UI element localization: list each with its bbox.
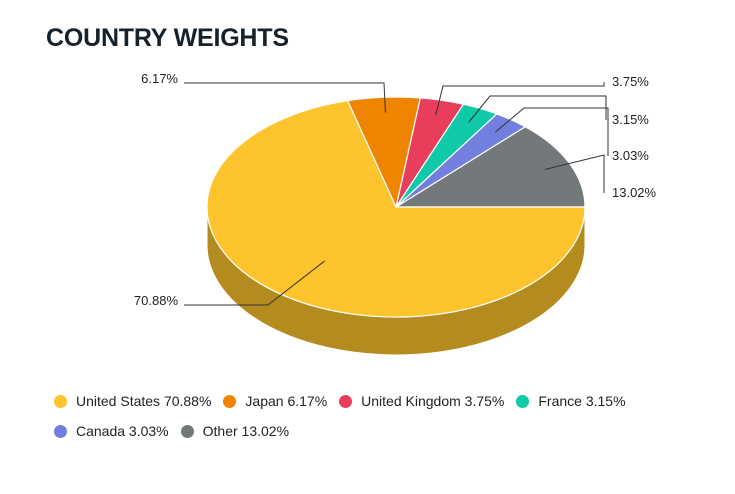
data-label-japan: 6.17%: [141, 71, 178, 86]
legend-label: United Kingdom 3.75%: [361, 393, 505, 409]
legend-item-canada[interactable]: Canada 3.03%: [54, 423, 169, 439]
leader-line-united-states: [184, 260, 325, 306]
chart-title: COUNTRY WEIGHTS: [46, 24, 289, 52]
leader-line-france: [468, 95, 607, 123]
legend: United States 70.88% Japan 6.17% United …: [54, 393, 714, 453]
pie-slice-united-states[interactable]: [206, 100, 586, 318]
legend-label: France 3.15%: [538, 393, 626, 409]
leader-line-japan: [184, 82, 386, 113]
legend-swatch: [339, 394, 353, 408]
legend-swatch: [223, 394, 237, 408]
data-label-united-kingdom: 3.75%: [612, 74, 649, 89]
legend-swatch: [180, 424, 194, 438]
legend-item-japan[interactable]: Japan 6.17%: [223, 393, 327, 409]
legend-label: Other 13.02%: [202, 423, 290, 439]
legend-label: United States 70.88%: [76, 393, 212, 409]
legend-swatch: [516, 394, 530, 408]
legend-item-united-kingdom[interactable]: United Kingdom 3.75%: [339, 393, 504, 409]
pie-chart: 13.02% 3.03% 3.15% 3.75% 6.17% 70.88%: [134, 71, 657, 356]
leader-line-other: [545, 154, 605, 193]
legend-label: Canada 3.03%: [76, 423, 169, 439]
legend-row: Canada 3.03% Other 13.02%: [54, 423, 714, 439]
legend-item-united-states[interactable]: United States 70.88%: [54, 393, 211, 409]
data-labels: 13.02% 3.03% 3.15% 3.75% 6.17% 70.88%: [134, 71, 657, 308]
data-label-other: 13.02%: [612, 185, 657, 200]
legend-swatch: [54, 424, 67, 438]
data-label-france: 3.15%: [612, 112, 649, 127]
data-label-canada: 3.03%: [612, 148, 649, 163]
pie-slices: [206, 96, 586, 318]
leader-line-united-kingdom: [435, 82, 605, 116]
leader-lines: [184, 82, 609, 306]
legend-item-france[interactable]: France 3.15%: [516, 393, 626, 409]
legend-row: United States 70.88% Japan 6.17% United …: [54, 393, 714, 409]
legend-swatch: [54, 394, 67, 408]
leader-line-canada: [495, 107, 609, 156]
data-label-united-states: 70.88%: [134, 293, 179, 308]
legend-label: Japan 6.17%: [245, 393, 328, 409]
legend-item-other[interactable]: Other 13.02%: [180, 423, 290, 439]
